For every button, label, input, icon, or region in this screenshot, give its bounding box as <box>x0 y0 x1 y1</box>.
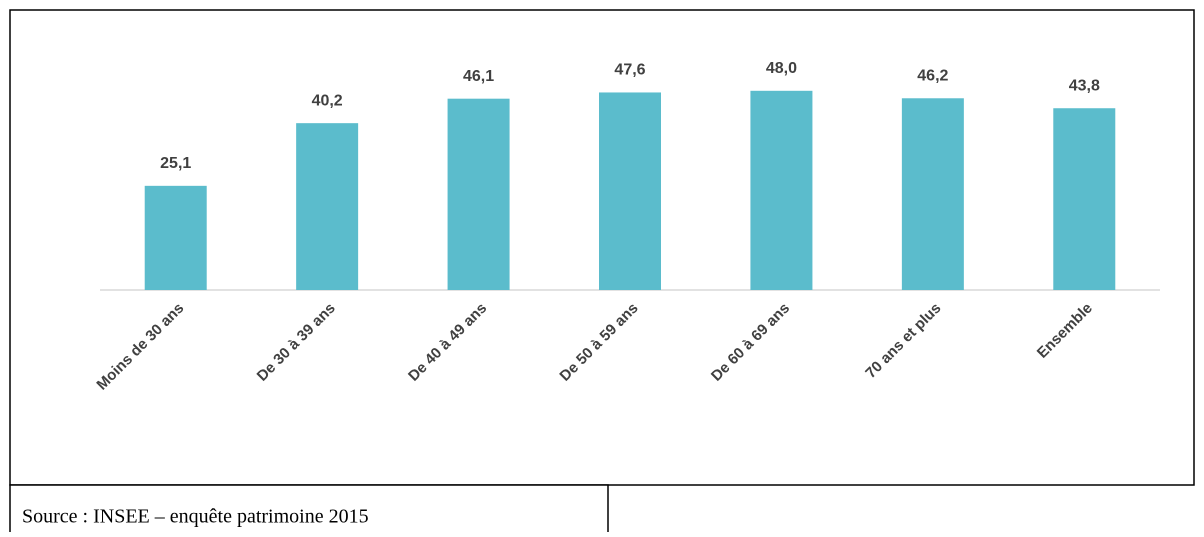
x-tick-label: De 30 à 39 ans <box>254 300 339 385</box>
bar <box>447 98 510 290</box>
bar <box>750 90 813 290</box>
value-label: 43,8 <box>1069 77 1100 94</box>
x-tick-label: De 40 à 49 ans <box>405 300 490 385</box>
bar <box>901 98 964 291</box>
bar <box>1053 108 1116 290</box>
value-label: 46,2 <box>917 67 948 84</box>
x-tick-label: 70 ans et plus <box>862 300 944 382</box>
value-label: 40,2 <box>312 92 343 109</box>
value-label: 47,6 <box>614 62 645 79</box>
value-label: 46,1 <box>463 68 494 85</box>
source-box <box>9 484 609 537</box>
value-label: 25,1 <box>160 155 191 172</box>
source: Source : INSEE – enquête patrimoine 2015 <box>22 506 369 528</box>
x-tick-label: De 50 à 59 ans <box>556 300 641 385</box>
x-tick-label: Moins de 30 ans <box>93 300 187 394</box>
bar <box>144 185 207 290</box>
bar <box>296 123 359 290</box>
x-tick-label: Ensemble <box>1034 300 1096 362</box>
x-tick-label: De 60 à 69 ans <box>708 300 793 385</box>
bar <box>599 92 661 291</box>
value-label: 48,0 <box>766 60 797 77</box>
